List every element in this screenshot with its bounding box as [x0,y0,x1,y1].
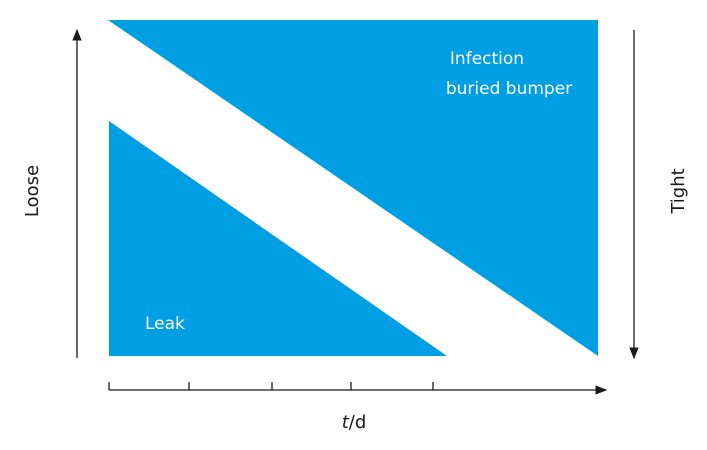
tight-label: Tight [668,168,689,214]
buried-bumper-label: buried bumper [446,79,572,99]
time-axis-label: t/d [342,412,367,433]
time-axis-ticks [108,382,434,390]
time-unit: /d [349,412,367,433]
infection-label: Infection [450,49,524,69]
time-variable: t [342,412,350,433]
loose-label: Loose [22,165,43,217]
infection-region [108,20,598,356]
leak-region [109,121,447,356]
leak-label: Leak [145,314,185,334]
